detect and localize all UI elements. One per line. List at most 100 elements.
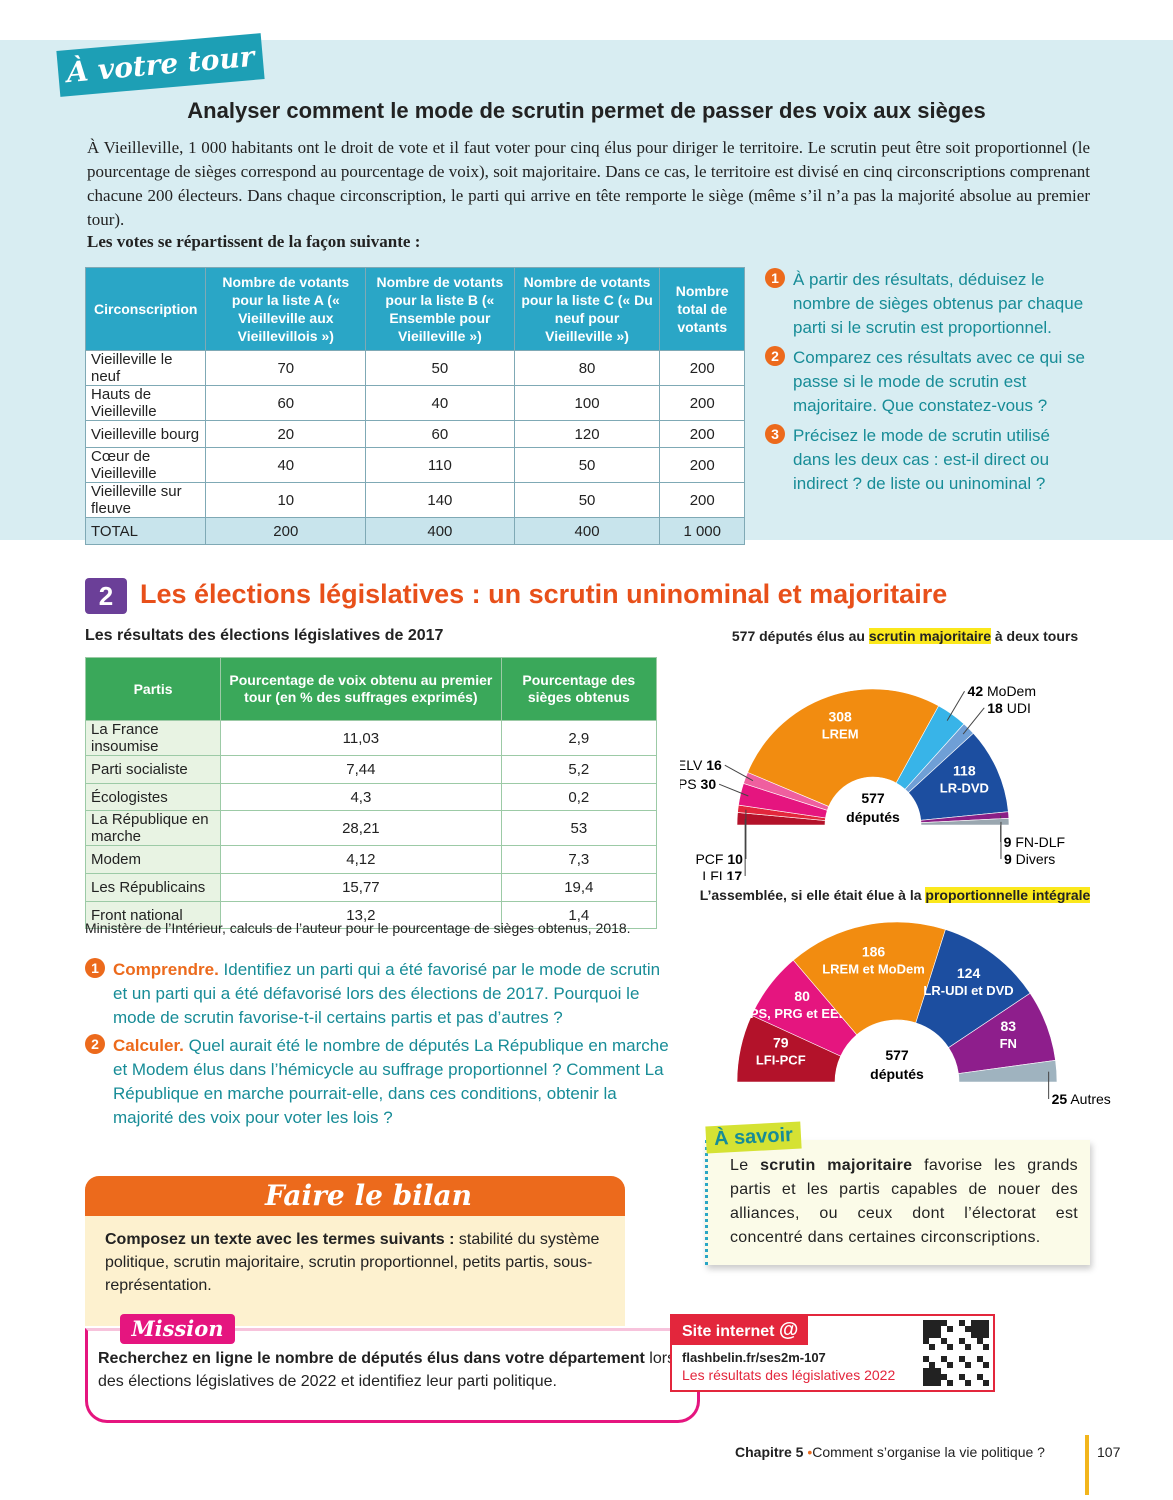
qr-module xyxy=(935,1320,941,1326)
chart-title: L’assemblée, si elle était élue à la pro… xyxy=(690,887,1100,903)
cell: 200 xyxy=(659,447,745,483)
section-number: 2 xyxy=(85,578,127,614)
footer-text: Comment s’organise la vie politique ? xyxy=(812,1444,1045,1460)
center-label: députés xyxy=(846,809,900,825)
header-row: Partis Pourcentage de voix obtenu au prem… xyxy=(84,657,658,721)
segment-callout: 18 UDI xyxy=(987,700,1031,716)
bold-text: scrutin majoritaire xyxy=(760,1157,913,1174)
cell: 50 xyxy=(365,350,515,386)
bilan-title: Faire le bilan xyxy=(85,1176,625,1216)
cell: 110 xyxy=(365,447,515,483)
qr-module xyxy=(983,1362,989,1368)
qr-module xyxy=(923,1326,929,1332)
segment-label: PS xyxy=(680,776,697,792)
center-total: 577 xyxy=(861,790,885,806)
mission-text: Recherchez en ligne le nombre de députés… xyxy=(88,1331,697,1409)
segment-value: 16 xyxy=(706,757,722,773)
qr-module xyxy=(929,1374,935,1380)
text: lors des élections législatives de 2022 … xyxy=(98,1350,676,1390)
row: La République en marche 28,21 53 xyxy=(84,810,658,847)
qr-module xyxy=(965,1362,971,1368)
cell: La France insoumise xyxy=(84,720,222,756)
cell: 200 xyxy=(205,517,367,545)
activity-lead: Les votes se répartissent de la façon su… xyxy=(87,232,421,251)
qr-module xyxy=(923,1368,929,1374)
question: 3 Précisez le mode de scrutin utilisé dan… xyxy=(765,424,1085,496)
segment-callout: 42 MoDem xyxy=(968,683,1036,699)
row: Modem 4,12 7,3 xyxy=(84,845,658,875)
question: 1 À partir des résultats, déduisez le nom… xyxy=(765,268,1085,340)
segment-label: UDI xyxy=(1007,700,1031,716)
qr-module xyxy=(929,1320,935,1326)
cell: 200 xyxy=(659,482,745,518)
cell: 15,77 xyxy=(220,873,502,902)
segment-value: 30 xyxy=(701,776,717,792)
qr-module xyxy=(971,1332,977,1338)
exercise-number: 2 xyxy=(85,1034,105,1054)
cell: 40 xyxy=(365,385,515,421)
savoir-text: Le scrutin majoritaire favorise les gran… xyxy=(708,1140,1090,1250)
cell: 10 xyxy=(205,482,367,518)
row: La France insoumise 11,03 2,9 xyxy=(84,720,658,756)
segment-label: LFI-PCF xyxy=(756,1053,806,1068)
results-title: Les résultats des élections législatives… xyxy=(85,627,444,644)
cell: 80 xyxy=(513,350,661,386)
segment-label: Autres xyxy=(1070,1091,1110,1107)
center-total: 577 xyxy=(885,1047,909,1063)
qr-module xyxy=(959,1356,965,1362)
row: Cœur de Vieilleville 40 110 50 200 xyxy=(84,447,745,483)
qr-module xyxy=(947,1344,953,1350)
mission-box: Recherchez en ligne le nombre de députés… xyxy=(85,1328,700,1423)
cell: Vieilleville bourg xyxy=(84,420,207,448)
votes-table: Circonscription Nombre de votants pour la… xyxy=(84,267,745,545)
cell: 5,2 xyxy=(500,755,658,784)
website-caption: Les résultats des législatives 2022 xyxy=(682,1367,896,1383)
header-cell: Nombre de votants pour la liste C (« Du … xyxy=(513,267,661,351)
qr-module xyxy=(965,1326,971,1332)
website-title: Site internet @ xyxy=(672,1316,809,1345)
exercise-body: Calculer. Quel aurait été le nombre de d… xyxy=(113,1034,675,1130)
segment-value: 25 xyxy=(1052,1091,1068,1107)
row: Vieilleville bourg 20 60 120 200 xyxy=(84,420,745,448)
qr-module xyxy=(947,1326,953,1332)
cell: 2,9 xyxy=(500,720,658,756)
cell: 40 xyxy=(205,447,367,483)
cell: Vieilleville sur fleuve xyxy=(84,482,207,518)
seat-segment xyxy=(792,921,946,1036)
cell: Cœur de Vieilleville xyxy=(84,447,207,483)
segment-label: PRG-DVG et EELV xyxy=(680,757,703,773)
title-highlight: scrutin majoritaire xyxy=(868,628,991,644)
cell: 50 xyxy=(513,482,661,518)
qr-module xyxy=(977,1356,983,1362)
cell: 7,3 xyxy=(500,845,658,875)
qr-module xyxy=(977,1332,983,1338)
cell: 53 xyxy=(500,810,658,847)
cell: 7,44 xyxy=(220,755,502,784)
exercise: 2 Calculer. Quel aurait été le nombre de … xyxy=(85,1034,675,1130)
results-table: Partis Pourcentage de voix obtenu au prem… xyxy=(84,657,658,930)
question-number: 3 xyxy=(765,424,785,444)
segment-label: PS, PRG et EELV xyxy=(750,1006,855,1021)
header-cell: Nombre de votants pour la liste B (« Ens… xyxy=(365,267,515,351)
qr-module xyxy=(965,1380,971,1386)
title-end: à deux tours xyxy=(994,628,1079,644)
segment-callout: LFI 17 xyxy=(702,868,742,880)
qr-module xyxy=(941,1374,947,1380)
page-number: 107 xyxy=(1097,1444,1121,1460)
qr-module xyxy=(923,1356,929,1362)
segment-value: 186 xyxy=(862,943,886,959)
header-cell: Partis xyxy=(84,657,222,721)
qr-module xyxy=(947,1380,953,1386)
qr-module xyxy=(923,1332,929,1338)
leader-line xyxy=(962,707,985,735)
segment-value: 118 xyxy=(953,762,976,778)
qr-module xyxy=(935,1368,941,1374)
qr-code[interactable] xyxy=(923,1320,989,1386)
qr-module xyxy=(935,1374,941,1380)
segment-label: FN-DLF xyxy=(1015,834,1065,850)
footer: Chapitre 5 •Comment s’organise la vie po… xyxy=(735,1444,1045,1460)
website-url[interactable]: flashbelin.fr/ses2m-107 xyxy=(682,1350,826,1365)
title: Site internet xyxy=(682,1323,775,1340)
segment-callout: 9 FN-DLF xyxy=(1004,834,1065,850)
